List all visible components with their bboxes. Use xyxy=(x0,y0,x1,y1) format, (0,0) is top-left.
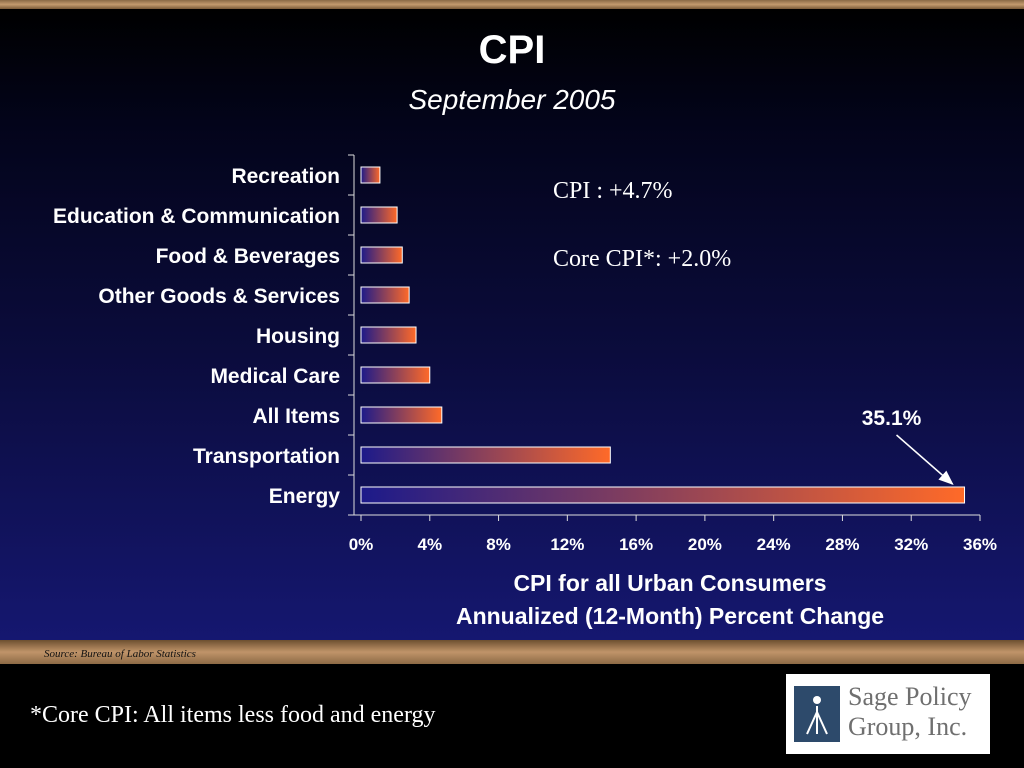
source-note: Source: Bureau of Labor Statistics xyxy=(44,648,196,660)
x-tick-label: 36% xyxy=(963,535,997,554)
category-label: Other Goods & Services xyxy=(98,285,340,308)
bar-recreation xyxy=(360,166,381,184)
company-logo: Sage Policy Group, Inc. xyxy=(786,674,990,754)
core-cpi-stat: Core CPI*: +2.0% xyxy=(553,246,732,272)
category-label: Housing xyxy=(256,325,340,348)
x-tick-label: 0% xyxy=(349,535,374,554)
x-tick-label: 24% xyxy=(757,535,791,554)
category-label: Transportation xyxy=(193,445,340,468)
bar-other-goods-services xyxy=(360,286,410,304)
footnote: *Core CPI: All items less food and energ… xyxy=(30,702,436,728)
category-label: All Items xyxy=(252,405,340,428)
category-label: Recreation xyxy=(231,165,340,188)
bar-energy xyxy=(360,486,966,504)
x-tick-label: 20% xyxy=(688,535,722,554)
slide-background xyxy=(0,9,1024,640)
x-tick-label: 28% xyxy=(825,535,859,554)
source-bar xyxy=(0,640,1024,664)
category-label: Medical Care xyxy=(210,365,340,388)
logo-mark-icon xyxy=(794,686,840,742)
bar-all-items xyxy=(360,406,443,424)
page-subtitle: September 2005 xyxy=(408,84,616,115)
annotation-arrow xyxy=(896,434,954,485)
x-tick-label: 4% xyxy=(417,535,442,554)
cpi-stat: CPI : +4.7% xyxy=(553,178,673,204)
x-tick-label: 8% xyxy=(486,535,511,554)
bar-food-beverages xyxy=(360,246,403,264)
x-axis-title-line2: Annualized (12-Month) Percent Change xyxy=(455,603,885,629)
bar-medical-care xyxy=(360,366,431,384)
category-label: Energy xyxy=(269,485,341,508)
logo-line-2: Group, Inc. xyxy=(848,712,968,741)
category-label: Food & Beverages xyxy=(156,245,340,268)
annotation-label: 35.1% xyxy=(862,407,922,430)
bar-transportation xyxy=(360,446,611,464)
bar-education-communication xyxy=(360,206,398,224)
x-tick-label: 32% xyxy=(894,535,928,554)
bar-housing xyxy=(360,326,417,344)
top-border xyxy=(0,0,1024,9)
category-label: Education & Communication xyxy=(53,205,340,228)
x-tick-label: 16% xyxy=(619,535,653,554)
x-tick-label: 12% xyxy=(550,535,584,554)
page-title: CPI xyxy=(478,28,546,72)
x-axis-title-line1: CPI for all Urban Consumers xyxy=(513,570,827,596)
bar-chart: Recreation Education & Communication Food … xyxy=(53,154,997,554)
logo-line-1: Sage Policy xyxy=(848,682,972,711)
logo-text: Sage Policy Group, Inc. xyxy=(848,682,972,742)
